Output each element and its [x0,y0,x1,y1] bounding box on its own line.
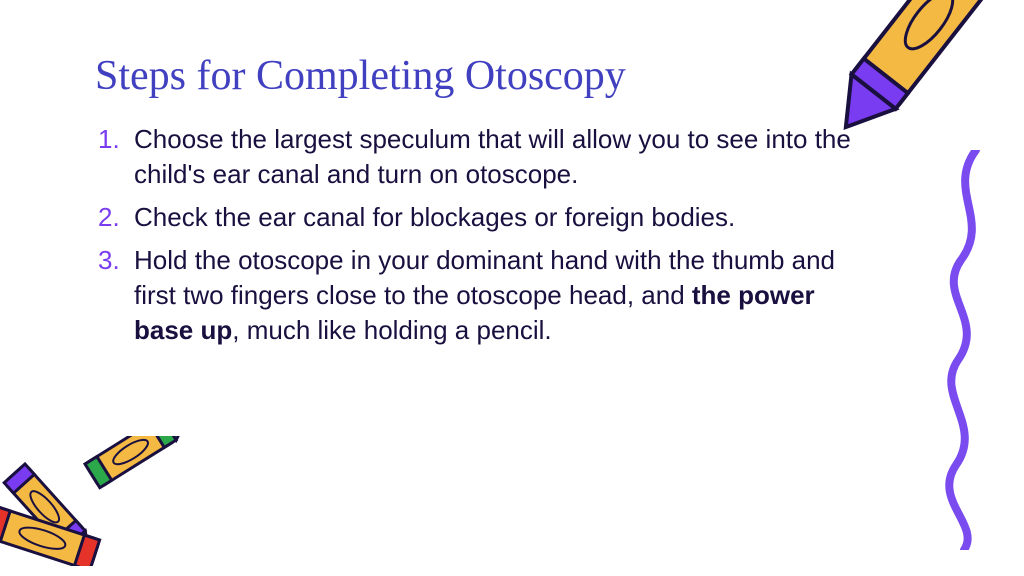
item-text-pre: Check the ear canal for blockages or for… [134,202,735,232]
crayons-bottom-icon [0,436,190,566]
list-item: Hold the otoscope in your dominant hand … [98,243,868,348]
item-text-post: , much like holding a pencil. [232,315,551,345]
list-item: Check the ear canal for blockages or for… [98,200,868,235]
squiggle-icon [936,150,996,550]
steps-list: Choose the largest speculum that will al… [98,122,868,357]
slide-title: Steps for Completing Otoscopy [95,52,626,100]
item-text-pre: Choose the largest speculum that will al… [134,124,851,189]
list-item: Choose the largest speculum that will al… [98,122,868,192]
slide: Steps for Completing Otoscopy Choose the… [0,0,1024,576]
